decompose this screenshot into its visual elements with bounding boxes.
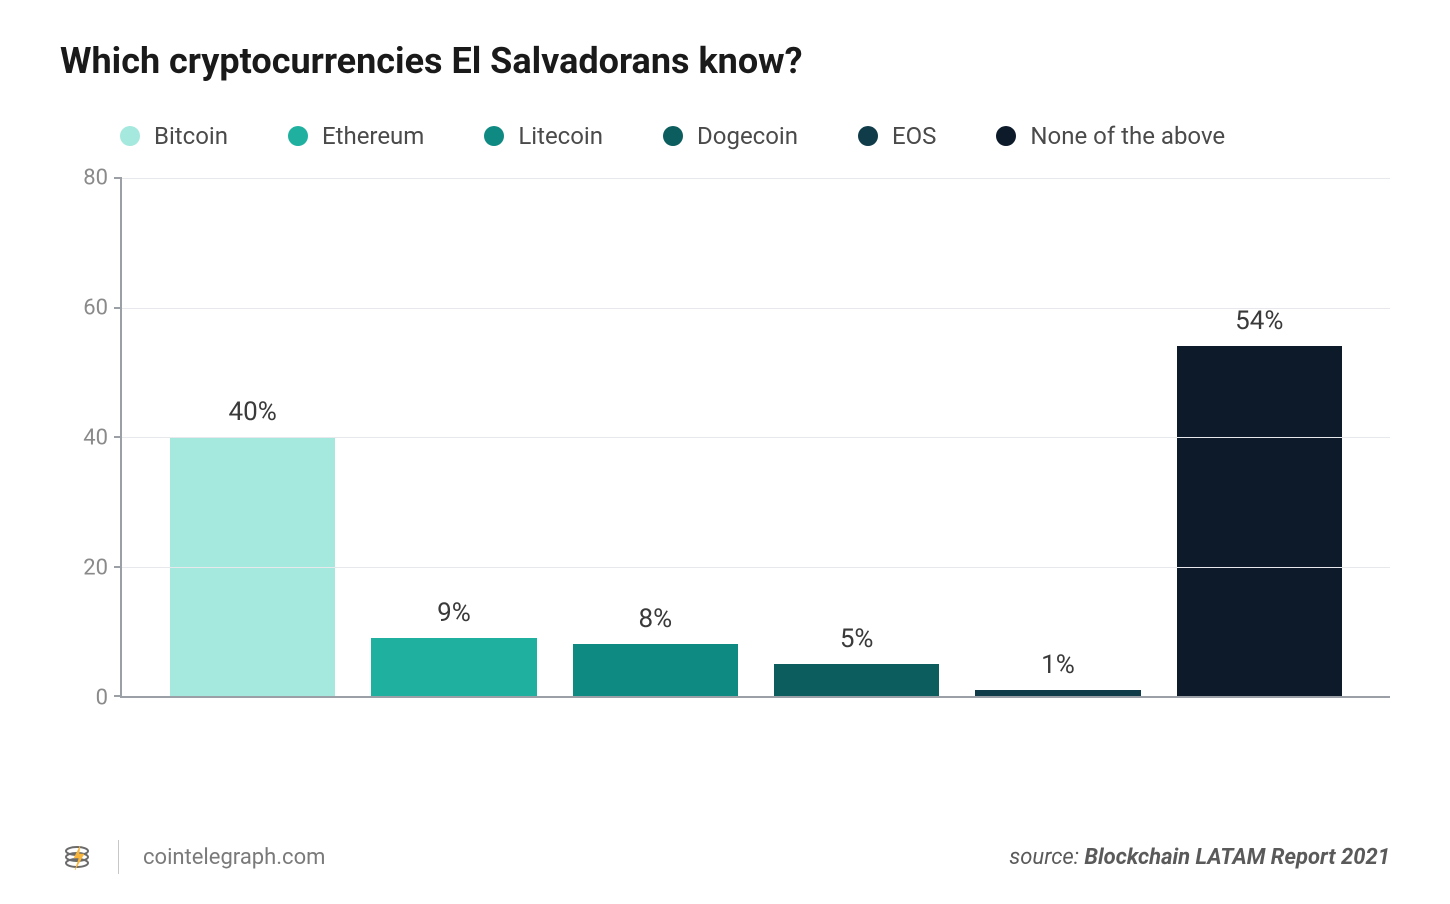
y-tick-mark xyxy=(114,566,122,568)
y-tick-label: 60 xyxy=(83,296,108,321)
legend-dot xyxy=(484,126,504,146)
bar-value-label: 9% xyxy=(437,598,471,628)
bar-value-label: 8% xyxy=(638,604,672,634)
y-tick-mark xyxy=(114,307,122,309)
legend-item: EOS xyxy=(858,122,936,150)
legend-item: None of the above xyxy=(996,122,1225,150)
legend-item: Bitcoin xyxy=(120,122,228,150)
logo-icon xyxy=(60,840,94,874)
legend-label: None of the above xyxy=(1030,122,1225,150)
footer-source: source: Blockchain LATAM Report 2021 xyxy=(1009,845,1390,870)
legend-item: Litecoin xyxy=(484,122,603,150)
y-tick-label: 20 xyxy=(83,556,108,581)
y-axis: 020406080 xyxy=(60,178,120,698)
y-tick-label: 40 xyxy=(83,426,108,451)
legend-label: EOS xyxy=(892,122,936,150)
footer-left: cointelegraph.com xyxy=(60,840,325,874)
bar xyxy=(371,638,536,696)
legend-dot xyxy=(996,126,1016,146)
y-tick-label: 0 xyxy=(96,686,108,711)
bar-value-label: 54% xyxy=(1235,306,1283,336)
bar xyxy=(975,690,1140,696)
bar-value-label: 1% xyxy=(1041,650,1075,680)
legend-dot xyxy=(288,126,308,146)
bar xyxy=(573,644,738,696)
source-name: Blockchain LATAM Report 2021 xyxy=(1084,845,1390,870)
chart: 020406080 40%9%8%5%1%54% xyxy=(60,178,1390,698)
bar xyxy=(1177,346,1342,696)
gridline xyxy=(122,178,1390,179)
legend-item: Ethereum xyxy=(288,122,424,150)
legend-dot xyxy=(663,126,683,146)
legend-item: Dogecoin xyxy=(663,122,798,150)
y-tick-label: 80 xyxy=(83,166,108,191)
plot-area: 40% 9% 8% 5% 1% 54% xyxy=(120,178,1390,698)
gridline xyxy=(122,308,1390,309)
legend-dot xyxy=(120,126,140,146)
source-prefix: source: xyxy=(1009,845,1084,870)
footer-site: cointelegraph.com xyxy=(143,845,325,870)
gridline xyxy=(122,567,1390,568)
chart-title: Which cryptocurrencies El Salvadorans kn… xyxy=(60,40,1390,82)
y-tick-mark xyxy=(114,695,122,697)
legend-dot xyxy=(858,126,878,146)
legend: Bitcoin Ethereum Litecoin Dogecoin EOS None o… xyxy=(60,122,1390,150)
legend-label: Bitcoin xyxy=(154,122,228,150)
legend-label: Litecoin xyxy=(518,122,603,150)
legend-label: Ethereum xyxy=(322,122,424,150)
footer: cointelegraph.com source: Blockchain LAT… xyxy=(60,840,1390,874)
y-tick-mark xyxy=(114,436,122,438)
y-tick-mark xyxy=(114,177,122,179)
bar-value-label: 40% xyxy=(229,397,277,427)
bar xyxy=(774,664,939,696)
bar-value-label: 5% xyxy=(840,624,874,654)
footer-divider xyxy=(118,840,119,874)
legend-label: Dogecoin xyxy=(697,122,798,150)
gridline xyxy=(122,437,1390,438)
